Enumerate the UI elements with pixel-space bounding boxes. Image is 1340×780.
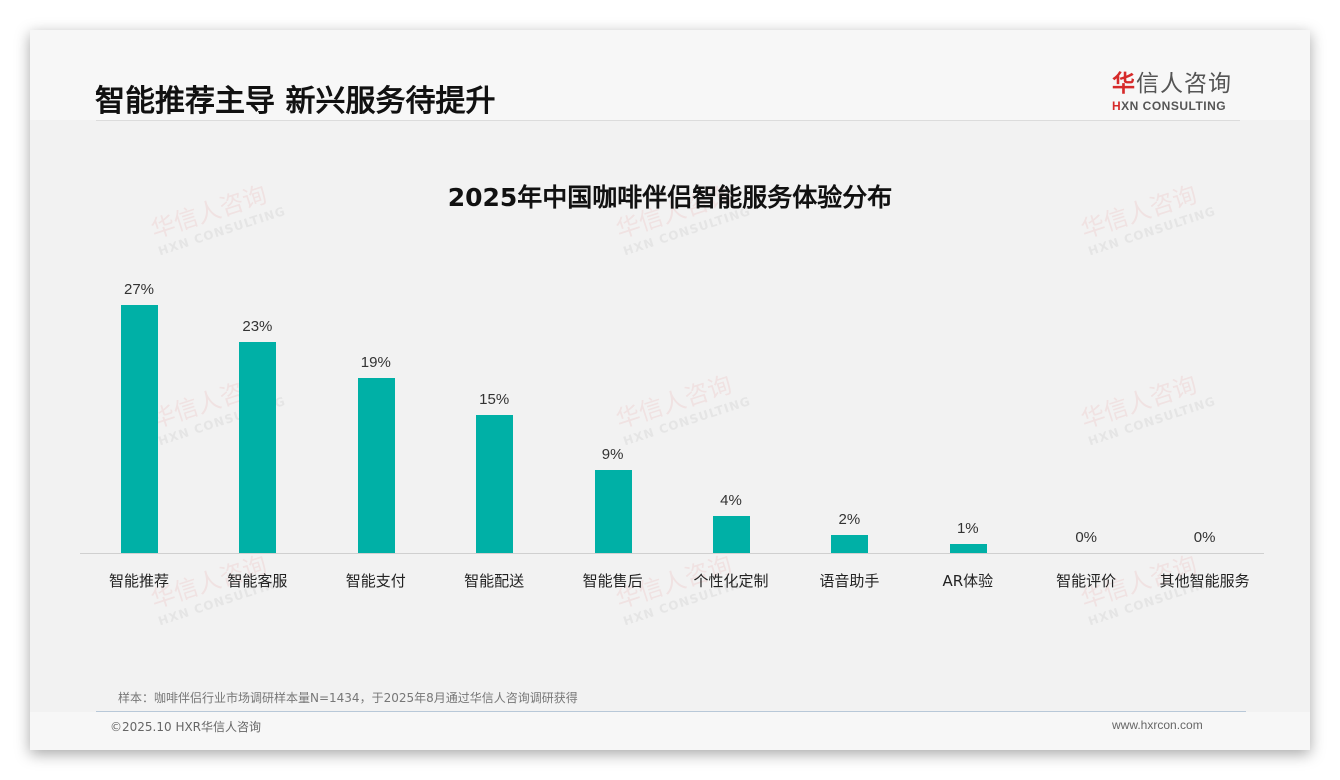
title-divider <box>96 120 1240 121</box>
website-link[interactable]: www.hxrcon.com <box>1112 718 1203 732</box>
logo-en: HXN CONSULTING <box>1112 99 1242 113</box>
bar <box>239 342 277 553</box>
bar-group: 15% 智能配送 <box>435 270 553 600</box>
category-label: 智能评价 <box>1056 572 1117 590</box>
bar-value-label: 1% <box>956 520 979 537</box>
bar-group: 0% 智能评价 <box>1027 270 1145 600</box>
category-label: 个性化定制 <box>693 572 769 590</box>
logo-mark: 华 <box>1112 71 1136 97</box>
slide: 智能推荐主导 新兴服务待提升 华信人咨询 HXN CONSULTING 华信人咨… <box>30 30 1310 750</box>
category-label: 智能客服 <box>227 572 288 590</box>
bar-value-label: 27% <box>123 281 155 298</box>
bar <box>831 535 869 553</box>
bar <box>594 470 632 553</box>
bar-value-label: 15% <box>479 391 510 408</box>
chart-title: 2025年中国咖啡伴侣智能服务体验分布 <box>447 183 893 212</box>
company-logo: 华信人咨询 HXN CONSULTING <box>1112 64 1242 113</box>
bar-group: 23% 智能客服 <box>198 270 316 600</box>
bar <box>949 544 987 553</box>
bar-group: 27% 智能推荐 <box>80 270 198 600</box>
bar-group: 19% 智能支付 <box>317 270 435 600</box>
bar <box>713 516 750 553</box>
page-title: 智能推荐主导 新兴服务待提升 <box>95 84 496 119</box>
bar-group: 0% 其他智能服务 <box>1146 270 1264 600</box>
category-label: 其他智能服务 <box>1159 572 1250 590</box>
bar <box>357 378 395 553</box>
category-label: 智能售后 <box>582 572 643 590</box>
bar <box>476 415 514 553</box>
logo-en-mark: H <box>1112 99 1122 113</box>
bar-value-label: 9% <box>601 446 624 463</box>
bar-value-label: 0% <box>1075 529 1098 546</box>
category-label: 智能配送 <box>464 572 525 590</box>
bar-value-label: 2% <box>838 511 861 528</box>
category-label: 语音助手 <box>819 572 880 590</box>
bar <box>121 305 158 553</box>
bar-value-label: 19% <box>360 354 391 371</box>
logo-cn: 华信人咨询 <box>1112 64 1242 98</box>
bar-value-label: 0% <box>1193 529 1216 546</box>
bar-value-label: 4% <box>720 492 742 509</box>
logo-cn-text: 信人咨询 <box>1136 71 1232 97</box>
bar-value-label: 23% <box>242 318 273 335</box>
header-band <box>30 30 1310 120</box>
category-label: 智能推荐 <box>108 572 169 590</box>
bar-group: 4% 个性化定制 <box>672 270 790 600</box>
footer-divider <box>96 711 1246 712</box>
logo-en-text: XN CONSULTING <box>1121 99 1227 113</box>
bar-group: 1% AR体验 <box>909 270 1027 600</box>
bar-group: 9% 智能售后 <box>554 270 672 600</box>
sample-note: 样本：咖啡伴侣行业市场调研样本量N=1434，于2025年8月通过华信人咨询调研… <box>118 691 578 705</box>
category-label: 智能支付 <box>345 572 406 590</box>
bar-group: 2% 语音助手 <box>790 270 908 600</box>
category-label: AR体验 <box>942 572 994 590</box>
copyright: ©2025.10 HXR华信人咨询 <box>110 720 262 734</box>
x-axis-line <box>80 553 1264 554</box>
footer-band <box>30 712 1310 750</box>
